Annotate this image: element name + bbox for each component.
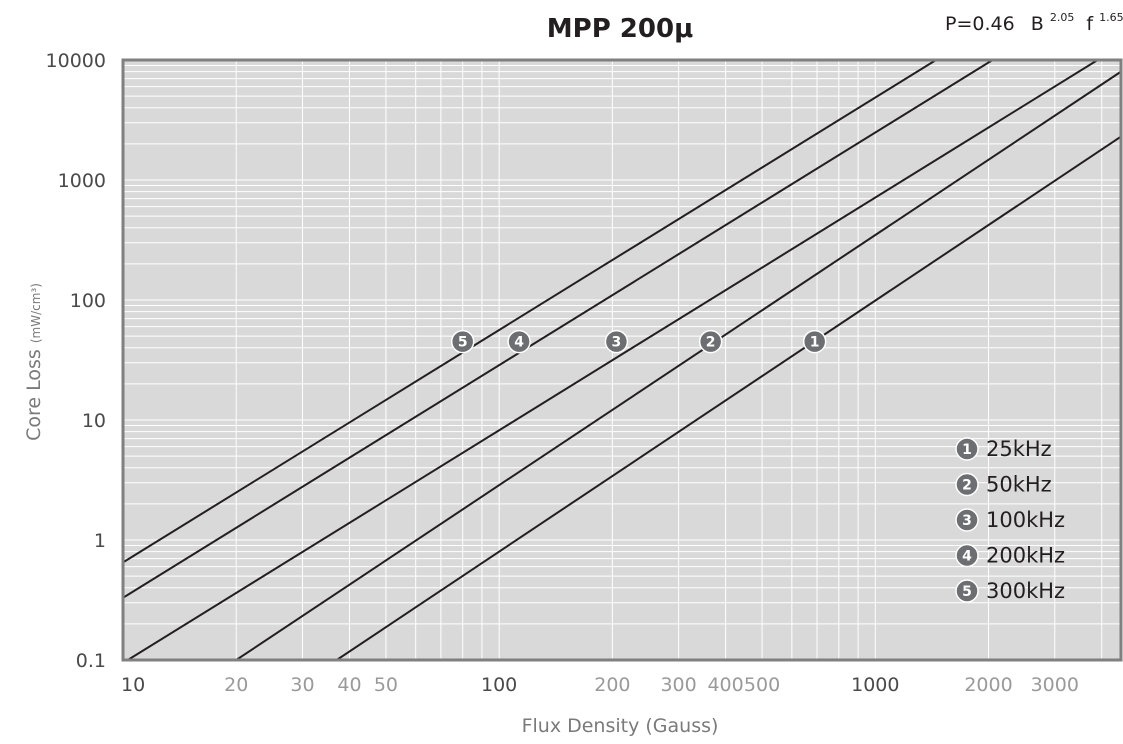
svg-text:5: 5 — [458, 335, 468, 351]
series-marker-1: 1 — [804, 331, 826, 353]
x-tick-label: 3000 — [1031, 674, 1079, 696]
legend-entry-1: 1 25kHz — [956, 437, 1052, 461]
svg-text:4: 4 — [514, 335, 524, 351]
y-tick-label: 1000 — [58, 170, 106, 192]
svg-text:2: 2 — [962, 478, 972, 494]
y-axis-label: Core Loss (mW/cm³) — [23, 283, 45, 441]
legend-label: 50kHz — [986, 473, 1052, 497]
formula-base: P=0.46 — [945, 13, 1015, 35]
x-axis-label: Flux Density (Gauss) — [522, 715, 719, 737]
y-tick-label: 0.1 — [76, 650, 106, 672]
legend-label: 200kHz — [986, 544, 1065, 568]
legend-entry-2: 2 50kHz — [956, 473, 1052, 497]
svg-text:2: 2 — [706, 335, 716, 351]
y-tick-label: 10000 — [46, 50, 106, 72]
formula-b-exponent: 2.05 — [1050, 11, 1075, 24]
x-tick-label: 50 — [374, 674, 398, 696]
y-tick-label: 1 — [94, 530, 106, 552]
x-tick-label: 40 — [337, 674, 361, 696]
x-tick-label: 300 — [660, 674, 696, 696]
loss-formula: P=0.46 B 2.05 f 1.65 — [945, 4, 1123, 35]
svg-text:1: 1 — [962, 442, 972, 458]
x-tick-label: 20 — [224, 674, 248, 696]
x-tick-label: 30 — [290, 674, 314, 696]
formula-f-symbol: f — [1086, 13, 1094, 35]
x-tick-label: 500 — [744, 674, 780, 696]
series-marker-5: 5 — [452, 331, 474, 353]
series-marker-4: 4 — [508, 331, 530, 353]
x-tick-label: 1000 — [851, 674, 899, 696]
series-marker-3: 3 — [605, 331, 627, 353]
svg-text:3: 3 — [962, 513, 972, 529]
x-tick-label: 100 — [481, 674, 517, 696]
svg-text:3: 3 — [612, 335, 622, 351]
x-tick-label: 2000 — [964, 674, 1012, 696]
svg-text:5: 5 — [962, 584, 972, 600]
chart-title: MPP 200μ — [547, 14, 693, 44]
svg-text:4: 4 — [962, 549, 972, 565]
x-tick-label: 10 — [121, 674, 145, 696]
legend-label: 100kHz — [986, 508, 1065, 532]
y-tick-labels: 0.1 1 10 100 1000 10000 — [46, 50, 106, 672]
y-axis-label-unit: (mW/cm³) — [29, 283, 43, 343]
legend-label: 25kHz — [986, 437, 1052, 461]
y-tick-label: 100 — [70, 290, 106, 312]
series-marker-2: 2 — [700, 331, 722, 353]
y-tick-label: 10 — [82, 410, 106, 432]
formula-f-exponent: 1.65 — [1099, 11, 1123, 24]
x-tick-labels: 10 20 30 40 50 100 200 300 400 500 1000 2000 3000 — [121, 674, 1079, 696]
legend-entry-5: 5 300kHz — [956, 579, 1065, 603]
svg-text:1: 1 — [810, 335, 820, 351]
legend-entry-3: 3 100kHz — [956, 508, 1065, 532]
x-tick-label: 400 — [707, 674, 743, 696]
legend-entry-4: 4 200kHz — [956, 544, 1065, 568]
y-axis-label-main: Core Loss — [23, 343, 45, 441]
legend-label: 300kHz — [986, 579, 1065, 603]
formula-b-symbol: B — [1031, 13, 1044, 35]
x-tick-label: 200 — [594, 674, 630, 696]
